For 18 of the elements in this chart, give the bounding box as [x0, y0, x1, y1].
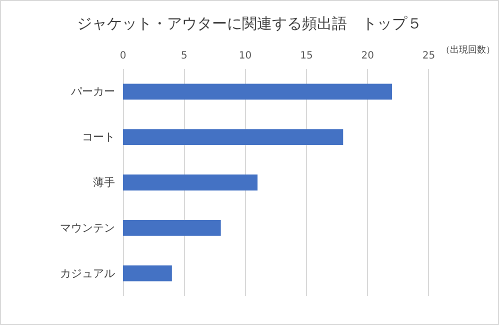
x-axis-title: （出現回数） — [441, 44, 495, 56]
y-tick-label: パーカー — [70, 85, 115, 98]
y-tick-label: マウンテン — [60, 221, 115, 234]
bar — [123, 129, 344, 146]
bar — [123, 174, 258, 190]
x-tick-label: 20 — [361, 50, 374, 62]
x-tick-label: 25 — [422, 50, 436, 62]
x-tick-label: 10 — [238, 50, 252, 62]
bar — [123, 220, 221, 236]
chart-title: ジャケット・アウターに関連する頻出語 トップ５ — [77, 14, 422, 32]
bar — [123, 265, 172, 282]
y-tick-label: カジュアル — [60, 266, 115, 280]
x-tick-label: 15 — [300, 50, 313, 62]
y-tick-label: コート — [82, 130, 115, 144]
x-tick-label: 0 — [120, 50, 126, 62]
bar — [123, 84, 392, 100]
x-tick-label: 5 — [180, 50, 188, 62]
y-tick-label: 薄手 — [93, 176, 115, 189]
